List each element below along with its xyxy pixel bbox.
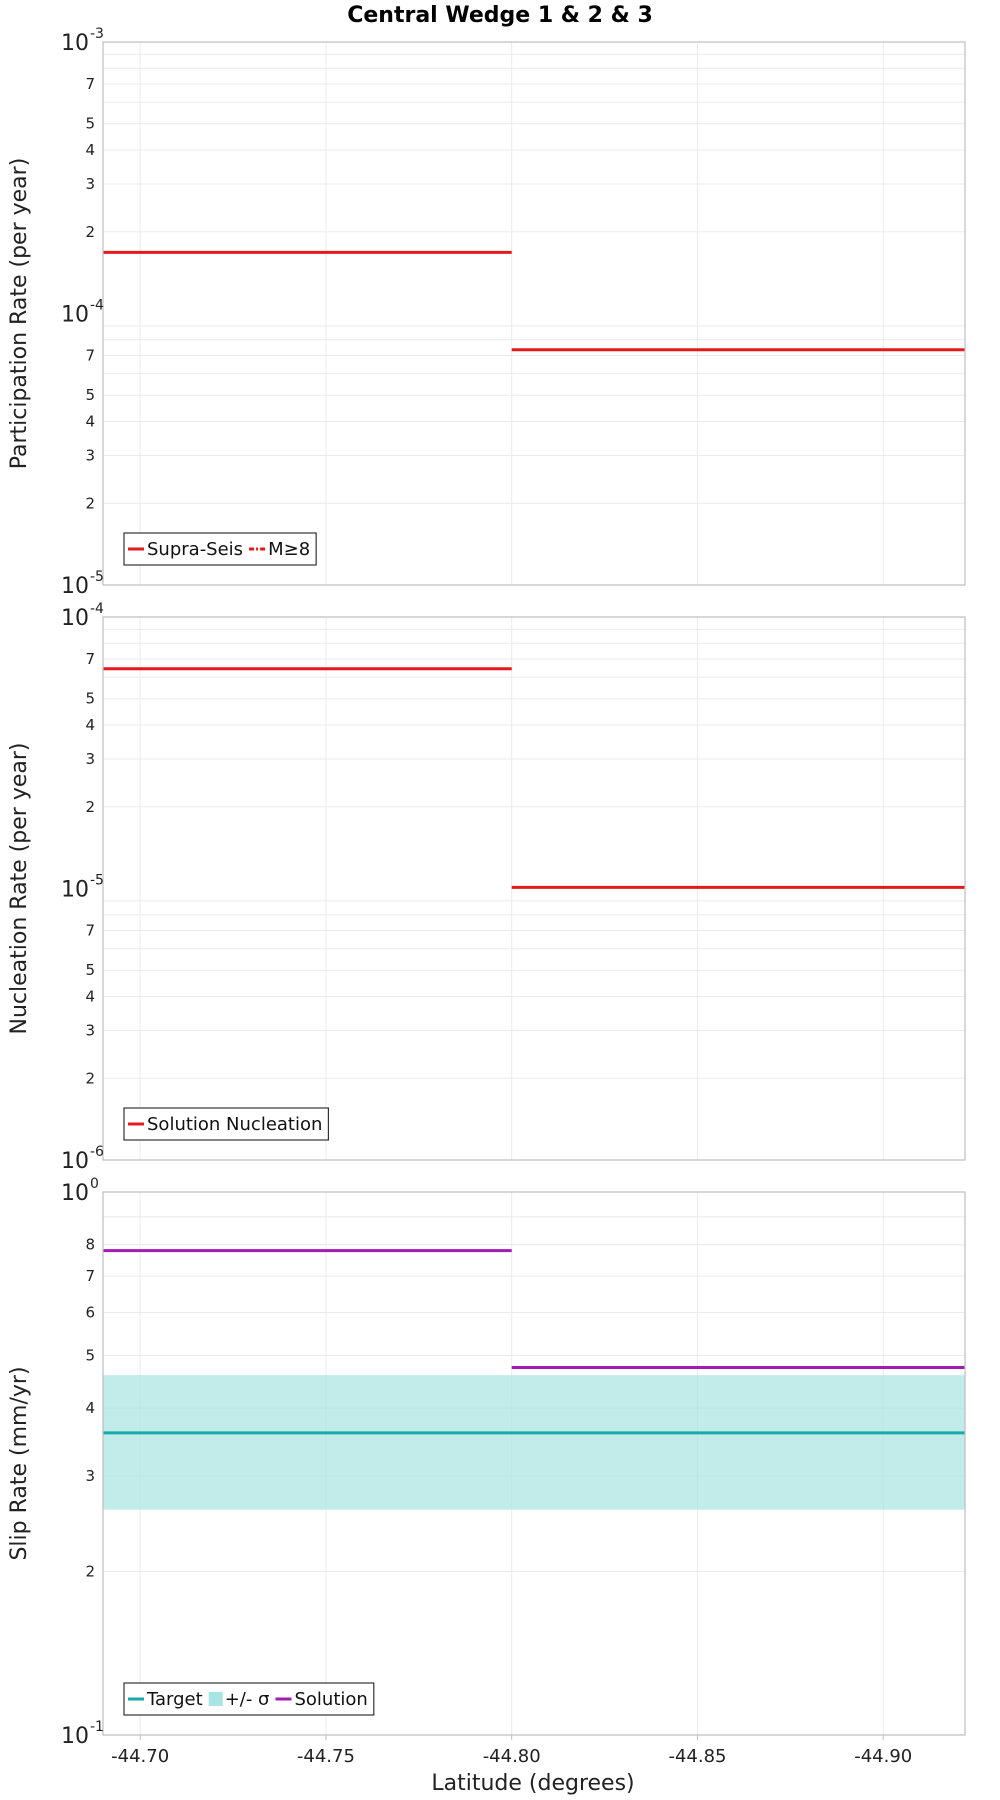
plot-frame — [102, 1191, 966, 1736]
y-tick-label: 3 — [85, 750, 95, 768]
y-tick-label: 2 — [85, 1563, 95, 1581]
chart-title: Central Wedge 1 & 2 & 3 — [347, 3, 653, 28]
y-tick-exponent: -1 — [90, 1719, 104, 1735]
y-tick-exponent: -5 — [90, 569, 104, 585]
y-tick-label: 4 — [85, 141, 95, 159]
y-tick-label: 2 — [85, 798, 95, 816]
y-tick-label: 6 — [85, 1303, 95, 1321]
legend-swatch — [208, 1692, 223, 1706]
y-tick-exponent: -4 — [90, 601, 104, 617]
y-tick-label: 4 — [85, 988, 95, 1006]
y-axis-label: Nucleation Rate (per year) — [7, 743, 32, 1035]
y-tick-label: 7 — [85, 347, 95, 365]
plot-frame — [102, 41, 966, 586]
legend-label: Target — [146, 1689, 203, 1710]
y-axis-label: Participation Rate (per year) — [7, 158, 32, 470]
y-tick-label: 7 — [85, 650, 95, 668]
y-tick-label: 4 — [85, 1399, 95, 1417]
y-tick-label: 7 — [85, 75, 95, 93]
y-tick-label: 3 — [85, 1021, 95, 1039]
y-tick-label: 7 — [85, 922, 95, 940]
x-tick-label: -44.70 — [111, 1746, 169, 1767]
y-axis-label: Slip Rate (mm/yr) — [7, 1366, 32, 1560]
legend: Supra-Seis M≥8 — [123, 532, 317, 566]
legend-label: M≥8 — [268, 539, 310, 560]
y-tick-exponent: 0 — [90, 1176, 99, 1192]
legend-box — [123, 1682, 375, 1716]
y-tick-label: 2 — [85, 1069, 95, 1087]
y-tick-label: 5 — [85, 386, 95, 404]
y-tick-major-label: 10 — [61, 1724, 89, 1749]
plot-frame — [102, 616, 966, 1161]
y-tick-label: 3 — [85, 1467, 95, 1485]
y-tick-major-label: 10 — [61, 606, 89, 631]
y-tick-label: 3 — [85, 175, 95, 193]
y-tick-major-label: 10 — [61, 303, 89, 328]
y-tick-major-label: 10 — [61, 878, 89, 903]
legend-label: Solution — [294, 1689, 367, 1710]
y-tick-major-label: 10 — [61, 31, 89, 56]
legend-box — [123, 1107, 330, 1141]
y-tick-exponent: -4 — [90, 298, 104, 314]
y-tick-label: 2 — [85, 223, 95, 241]
legend: Target +/- σ Solution — [123, 1682, 375, 1716]
y-tick-major-label: 10 — [61, 574, 89, 599]
legend-label: Supra-Seis — [147, 539, 243, 560]
y-tick-exponent: -5 — [90, 873, 104, 889]
y-tick-label: 3 — [85, 446, 95, 464]
x-tick-label: -44.80 — [483, 1746, 541, 1767]
y-tick-major-label: 10 — [61, 1181, 89, 1206]
y-tick-exponent: -6 — [90, 1144, 104, 1160]
x-tick-label: -44.90 — [854, 1746, 912, 1767]
y-tick-label: 2 — [85, 494, 95, 512]
legend-box — [123, 532, 317, 566]
y-tick-major-label: 10 — [61, 1149, 89, 1174]
x-tick-label: -44.85 — [668, 1746, 726, 1767]
y-tick-label: 8 — [85, 1236, 95, 1254]
x-tick-label: -44.75 — [297, 1746, 355, 1767]
y-tick-label: 4 — [85, 413, 95, 431]
y-tick-label: 5 — [85, 115, 95, 133]
legend-label: +/- σ — [225, 1689, 270, 1710]
y-tick-label: 5 — [85, 690, 95, 708]
y-tick-label: 5 — [85, 1346, 95, 1364]
y-tick-label: 4 — [85, 716, 95, 734]
x-axis-label: Latitude (degrees) — [431, 1771, 634, 1796]
y-tick-exponent: -3 — [90, 26, 104, 42]
legend-label: Solution Nucleation — [147, 1114, 322, 1135]
sigma-band — [103, 1375, 965, 1510]
y-tick-label: 5 — [85, 961, 95, 979]
legend: Solution Nucleation — [123, 1107, 330, 1141]
y-tick-label: 7 — [85, 1267, 95, 1285]
